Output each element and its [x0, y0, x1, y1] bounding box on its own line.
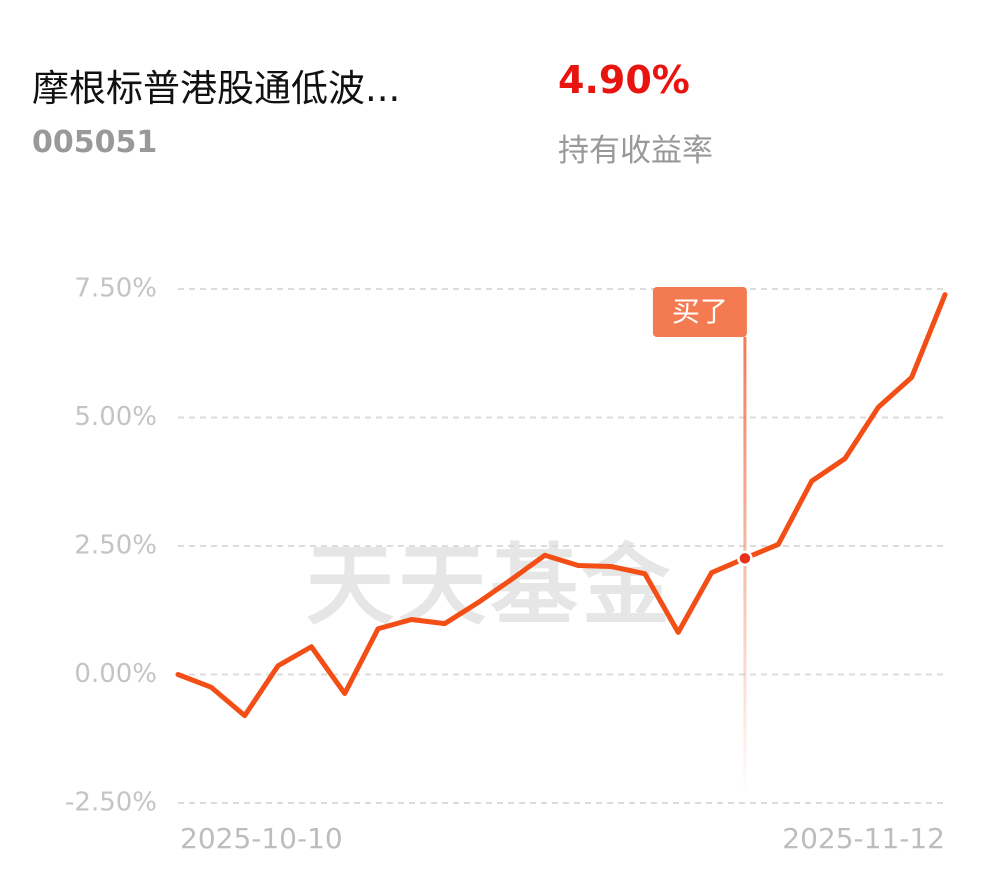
buy-label: 买了	[672, 295, 728, 328]
return-label: 持有收益率	[558, 133, 713, 169]
y-tick-label: 7.50%	[74, 274, 157, 304]
x-tick-label: 2025-10-10	[180, 822, 343, 855]
x-tick-label: 2025-11-12	[782, 822, 945, 855]
fund-code: 005051	[32, 125, 158, 160]
y-tick-label: 5.00%	[74, 402, 157, 432]
buy-point	[737, 550, 753, 567]
y-tick-label: -2.50%	[65, 788, 157, 818]
y-tick-label: 0.00%	[74, 659, 157, 689]
buy-line	[743, 337, 747, 797]
return-value: 4.90%	[558, 58, 690, 102]
fund-title[interactable]: 摩根标普港股通低波...	[32, 67, 401, 110]
buy-badge	[652, 287, 747, 337]
line	[175, 292, 948, 719]
y-tick-label: 2.50%	[74, 531, 157, 561]
watermark: 天天基金	[306, 534, 674, 637]
